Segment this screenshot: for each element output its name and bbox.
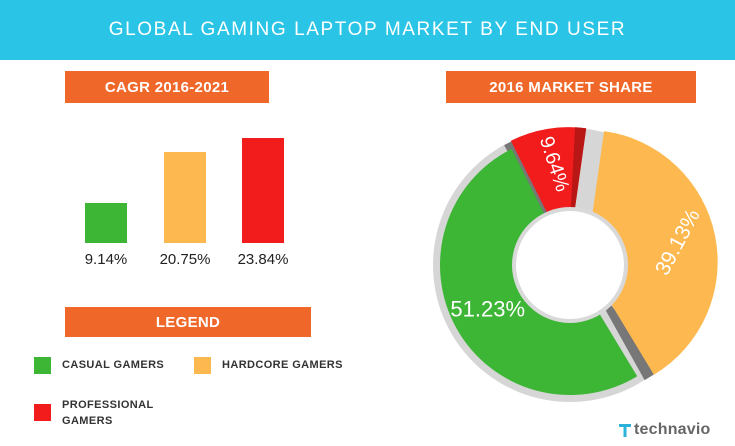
- donut-hole: [512, 207, 628, 323]
- legend-swatch-hardcore: [194, 357, 211, 374]
- legend-label-professional: PROFESSIONAL GAMERS: [62, 399, 154, 427]
- bar-hardcore-gamers: [164, 151, 206, 243]
- market-share-pie-chart: 51.23% 39.13% 9.64%: [433, 127, 718, 402]
- bar-value-label: 23.84%: [237, 251, 289, 268]
- bar-value-label: 20.75%: [159, 251, 211, 268]
- legend-label-casual: CASUAL GAMERS: [62, 359, 165, 371]
- slice-hardcore-gamers: [585, 131, 718, 375]
- bar-value-label: 9.14%: [84, 251, 128, 268]
- technavio-logo-icon: [619, 424, 631, 437]
- technavio-logo: technavio: [618, 420, 711, 440]
- market-share-heading: 2016 MARKET SHARE: [446, 71, 696, 103]
- page-title: GLOBAL GAMING LAPTOP MARKET BY END USER: [0, 0, 735, 60]
- bar-casual-gamers: [85, 202, 127, 243]
- slice-label-casual: 51.23%: [450, 296, 525, 321]
- legend-swatch-professional: [34, 404, 51, 421]
- bar-professional-gamers: [242, 138, 284, 243]
- legend-swatch-casual: [34, 357, 51, 374]
- legend-heading: LEGEND: [65, 307, 311, 337]
- brand-name: technavio: [634, 421, 711, 438]
- legend-label-hardcore: HARDCORE GAMERS: [222, 359, 343, 371]
- cagr-heading: CAGR 2016-2021: [65, 71, 269, 103]
